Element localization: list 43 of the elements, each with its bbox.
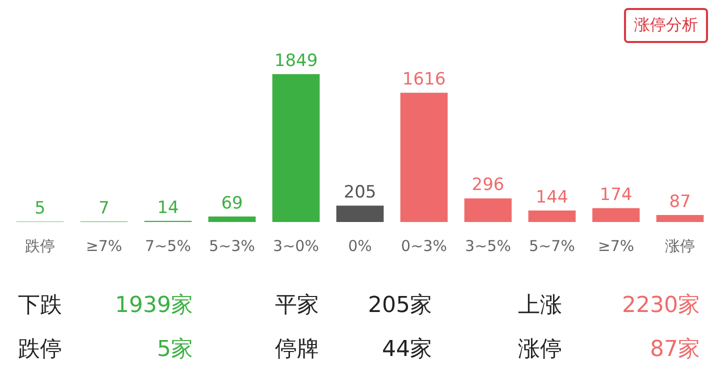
data-label: 69 — [221, 193, 243, 214]
data-label: 87 — [669, 192, 691, 212]
text: 上涨 — [518, 292, 562, 320]
data-label: 1849 — [274, 51, 318, 71]
bar — [208, 216, 256, 222]
data-label: 296 — [472, 175, 504, 196]
data-label: 5 — [34, 198, 46, 219]
x-tick-label: 涨停 — [665, 236, 695, 255]
x-tick-label: 5~3% — [209, 236, 255, 255]
text: 5家 — [157, 336, 193, 364]
text: 跌停 — [18, 336, 62, 364]
x-tick-label: 0% — [348, 236, 372, 255]
bar — [464, 198, 512, 222]
x-tick-label: 7~5% — [145, 236, 191, 255]
x-tick-label: 0~3% — [401, 236, 447, 255]
text: 停牌 — [275, 336, 319, 364]
text: 平家 — [275, 292, 319, 320]
data-label: 174 — [600, 185, 632, 205]
bar — [400, 92, 448, 222]
x-tick-label: ≥7% — [86, 236, 122, 255]
text: 涨停分析 — [624, 8, 708, 43]
x-tick-label: ≥7% — [598, 236, 634, 255]
x-tick-label: 5~7% — [529, 236, 575, 255]
data-label: 7 — [98, 198, 110, 218]
x-tick-label: 跌停 — [25, 236, 55, 255]
text: 44家 — [382, 336, 432, 364]
data-label: 14 — [157, 198, 179, 218]
data-label: 205 — [344, 182, 376, 203]
bar — [656, 215, 704, 222]
text: 205家 — [368, 292, 432, 320]
data-label: 1616 — [402, 70, 446, 90]
text: 2230家 — [622, 292, 700, 320]
data-label: 144 — [536, 187, 568, 208]
x-tick-label: 3~0% — [273, 236, 319, 255]
text: 下跌 — [18, 292, 62, 320]
text: 涨停 — [518, 336, 562, 364]
bar — [528, 210, 576, 222]
text: 1939家 — [115, 292, 193, 320]
text: 87家 — [650, 336, 700, 364]
x-tick-label: 3~5% — [465, 236, 511, 255]
bar — [336, 206, 384, 222]
bar — [272, 74, 320, 222]
bar — [592, 208, 640, 222]
